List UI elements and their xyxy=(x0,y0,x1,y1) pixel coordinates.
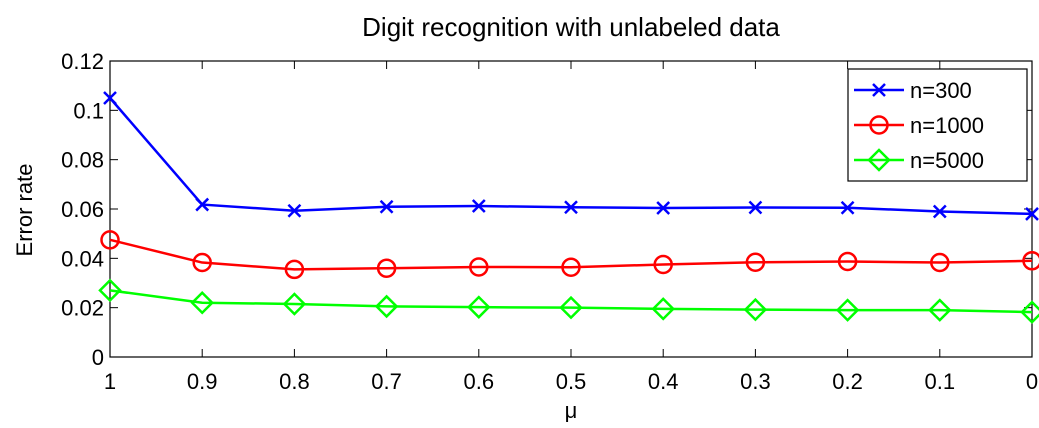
data-point xyxy=(469,257,489,277)
data-point xyxy=(651,297,675,321)
x-tick-label: 0.7 xyxy=(371,369,402,394)
x-tick-label: 0.9 xyxy=(187,369,218,394)
series-n=1000 xyxy=(100,230,1039,280)
chart-title: Digit recognition with unlabeled data xyxy=(362,12,780,42)
x-tick-label: 1 xyxy=(104,369,116,394)
y-tick-label: 0.12 xyxy=(61,49,104,74)
data-point xyxy=(471,199,486,213)
legend-entry: n=1000 xyxy=(854,113,984,138)
legend-label: n=5000 xyxy=(910,148,984,173)
data-point xyxy=(284,259,305,280)
y-tick-label: 0.06 xyxy=(61,197,104,222)
series-line xyxy=(109,289,1033,314)
y-tick-label: 0.02 xyxy=(61,296,104,321)
data-point xyxy=(559,295,583,320)
data-point xyxy=(195,197,210,212)
data-point xyxy=(287,203,302,218)
data-point xyxy=(743,297,768,322)
x-tick-label: 0.2 xyxy=(832,369,863,394)
data-point xyxy=(748,200,763,215)
series-n=300 xyxy=(103,91,1039,221)
y-tick-label: 0.1 xyxy=(73,98,104,123)
legend-marker xyxy=(869,115,889,135)
data-point xyxy=(190,290,214,315)
legend-marker xyxy=(872,83,886,97)
data-point xyxy=(835,298,860,322)
data-point xyxy=(561,257,581,277)
data-point xyxy=(379,199,394,214)
legend-label: n=300 xyxy=(910,78,972,103)
data-point xyxy=(837,251,858,272)
x-tick-label: 0.6 xyxy=(464,369,495,394)
data-point xyxy=(100,230,120,250)
y-axis-label: Error rate xyxy=(12,164,37,257)
data-point xyxy=(1022,251,1039,271)
data-point xyxy=(930,252,950,273)
data-point xyxy=(467,295,491,319)
legend-entry: n=300 xyxy=(854,78,972,103)
legend-marker xyxy=(867,148,891,172)
y-tick-label: 0.04 xyxy=(61,246,104,271)
data-point xyxy=(745,252,766,273)
data-point xyxy=(653,254,673,275)
data-point xyxy=(192,252,212,273)
data-point xyxy=(840,200,855,215)
data-point xyxy=(282,292,307,316)
data-point xyxy=(1025,207,1039,221)
data-point xyxy=(928,298,952,322)
data-point xyxy=(932,204,947,219)
x-tick-label: 0.3 xyxy=(740,369,771,394)
x-tick-label: 0.1 xyxy=(925,369,956,394)
legend: n=300 n=1000 n=5000 xyxy=(847,68,1028,182)
y-tick-label: 0.08 xyxy=(61,148,104,173)
data-point xyxy=(376,258,397,278)
x-tick-label: 0.8 xyxy=(279,369,310,394)
data-point xyxy=(564,200,578,215)
x-tick-label: 0 xyxy=(1026,369,1038,394)
data-point xyxy=(374,294,399,319)
y-tick-label: 0 xyxy=(92,345,104,370)
data-point xyxy=(98,278,122,303)
x-axis-label: μ xyxy=(565,398,578,423)
series-n=5000 xyxy=(98,278,1039,324)
legend-label: n=1000 xyxy=(910,113,984,138)
x-tick-label: 0.4 xyxy=(648,369,679,394)
x-tick-label: 0.5 xyxy=(556,369,587,394)
data-point xyxy=(656,201,671,215)
legend-entry: n=5000 xyxy=(854,148,984,173)
data-point xyxy=(103,91,117,105)
series-line xyxy=(109,238,1033,271)
